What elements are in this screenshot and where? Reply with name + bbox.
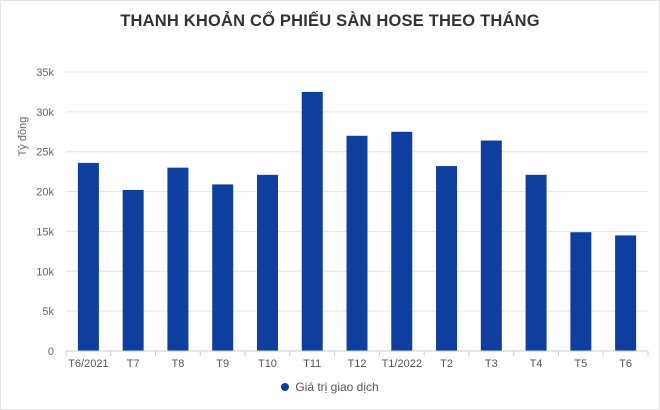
x-tick-label: T10 [258,358,277,370]
y-tick-label: 30k [36,107,54,119]
bar[interactable] [436,166,458,351]
x-tick-label: T3 [485,358,498,370]
legend-label: Giá trị giao dịch [295,380,379,394]
bar[interactable] [391,131,413,351]
y-tick-label: 10k [36,266,54,278]
x-tick-label: T6 [619,358,632,370]
x-tick-label: T11 [303,358,321,370]
x-tick-label: T6/2021 [68,358,108,370]
bar[interactable] [570,232,592,351]
x-axis-ticks: T6/2021 T7 T8 T9 T10 T11 T12 T1/2022 T2 T3 T4 T5 T6 [65,351,649,370]
x-tick-label: T12 [348,358,367,370]
y-axis-ticks: 0 5k 10k 15k 20k 25k 30k 35k [36,67,54,358]
bars [77,91,637,351]
bar[interactable] [480,140,502,351]
chart-title: THANH KHOẢN CỔ PHIẾU SÀN HOSE THEO THÁNG [120,12,540,30]
y-tick-label: 35k [36,67,54,79]
bar[interactable] [167,167,189,351]
y-tick-label: 5k [42,306,54,318]
x-tick-label: T5 [574,358,587,370]
x-tick-label: T4 [530,358,543,370]
y-axis-label: Tỷ đồng [17,117,29,157]
y-tick-label: 15k [36,226,54,238]
bar[interactable] [77,162,99,351]
y-tick-label: 20k [36,187,54,199]
bar[interactable] [122,189,144,351]
x-tick-label: T1/2022 [382,358,422,370]
y-tick-label: 25k [36,147,54,159]
y-tick-label: 0 [48,346,54,358]
x-tick-label: T8 [172,358,185,370]
bar[interactable] [615,235,637,351]
legend[interactable]: Giá trị giao dịch [0,380,660,394]
bar[interactable] [212,184,234,351]
bar[interactable] [346,135,368,351]
x-tick-label: T2 [440,358,453,370]
x-tick-label: T7 [127,358,140,370]
legend-swatch-icon [281,383,290,391]
x-tick-label: T9 [216,358,229,370]
bar[interactable] [301,91,323,351]
bar[interactable] [256,174,278,351]
bar[interactable] [525,174,547,351]
